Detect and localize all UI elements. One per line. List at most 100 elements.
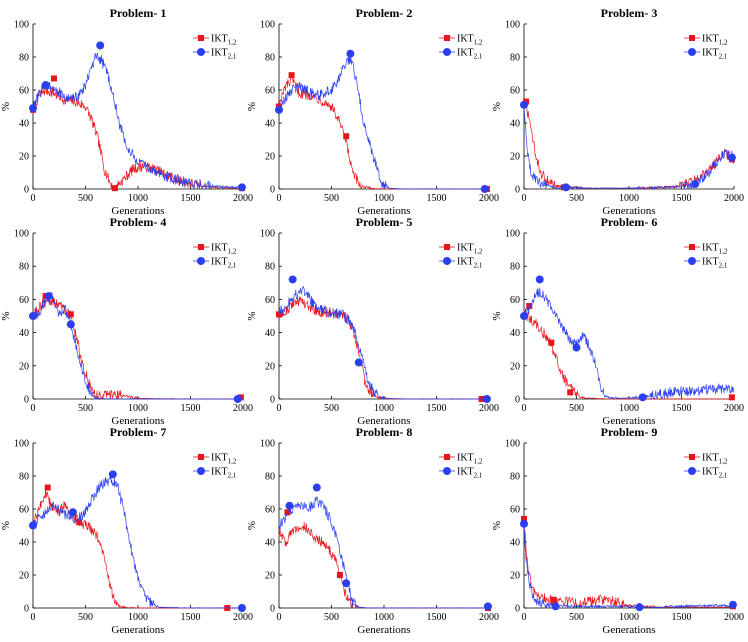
x-tick-label: 2000 — [233, 612, 253, 623]
x-tick-label: 2000 — [724, 403, 744, 414]
y-tick-label: 100 — [14, 20, 29, 31]
marker-circle — [691, 180, 700, 189]
y-tick-label: 0 — [270, 185, 275, 196]
legend-marker-square — [689, 454, 695, 460]
subplot-2: Problem- 2 0 500 1000 1500 2000 0 20 40 60 80 100 Ge… — [246, 6, 499, 217]
x-tick-label: 1000 — [128, 612, 148, 623]
marker-square — [67, 311, 74, 318]
x-axis-label: Generations — [602, 415, 655, 427]
y-tick-label: 60 — [265, 295, 275, 306]
marker-circle — [312, 483, 321, 492]
x-tick-label: 1000 — [619, 403, 639, 414]
series-line-2-1 — [278, 286, 489, 400]
marker-circle — [346, 49, 355, 58]
subplot-6: Problem- 6 0 500 1000 1500 2000 0 20 40 60 80 100 Ge… — [491, 215, 744, 427]
y-tick-label: 60 — [19, 505, 29, 516]
y-tick-label: 80 — [19, 262, 29, 273]
series-line-1-2 — [278, 521, 490, 609]
y-axis-label: % — [491, 311, 503, 320]
x-tick-label: 0 — [277, 193, 282, 204]
x-tick-label: 0 — [522, 612, 527, 623]
legend-marker-square — [198, 35, 204, 41]
marker-circle — [237, 604, 246, 612]
legend-marker-square — [444, 454, 450, 460]
x-tick-label: 2000 — [479, 612, 499, 623]
y-tick-label: 60 — [510, 295, 520, 306]
x-tick-label: 500 — [78, 612, 93, 623]
x-tick-label: 1000 — [619, 193, 639, 204]
y-tick-label: 100 — [505, 20, 520, 31]
series-line-1-2 — [32, 487, 243, 609]
x-tick-label: 0 — [31, 193, 36, 204]
marker-circle — [342, 579, 351, 588]
legend-marker-square — [198, 244, 204, 250]
marker-square — [567, 389, 574, 396]
legend-marker-square — [444, 244, 450, 250]
subplot-9: Problem- 9 0 500 1000 1500 2000 0 20 40 60 80 100 Ge… — [491, 425, 744, 636]
legend-label: IKT1,2 — [702, 34, 728, 47]
subplot-8: Problem- 8 0 500 1000 1500 2000 0 20 40 60 80 100 Ge… — [246, 425, 499, 636]
x-axis-label: Generations — [357, 205, 410, 217]
marker-square — [276, 311, 282, 318]
marker-circle — [572, 343, 581, 352]
subplot-4: Problem- 4 0 500 1000 1500 2000 0 20 40 60 80 100 Ge… — [0, 215, 253, 427]
y-tick-label: 80 — [265, 472, 275, 483]
series-line-2-1 — [32, 52, 244, 190]
x-tick-label: 0 — [277, 612, 282, 623]
y-axis-label: % — [0, 521, 12, 530]
y-tick-label: 20 — [510, 152, 520, 163]
legend-marker-circle — [688, 48, 696, 56]
y-tick-label: 40 — [19, 538, 29, 549]
subplot-1: Problem- 1 0 500 1000 1500 2000 0 20 40 60 80 100 Ge… — [0, 6, 253, 217]
y-tick-label: 60 — [510, 86, 520, 97]
y-axis-label: % — [0, 102, 12, 111]
legend-marker-circle — [197, 257, 205, 265]
x-tick-label: 1000 — [128, 403, 148, 414]
legend-label: IKT2,1 — [457, 257, 483, 270]
y-tick-label: 100 — [505, 229, 520, 240]
y-tick-label: 80 — [510, 262, 520, 273]
y-tick-label: 0 — [515, 604, 520, 615]
legend-marker-circle — [688, 257, 696, 265]
x-axis-label: Generations — [357, 624, 410, 636]
marker-circle — [520, 519, 528, 528]
x-tick-label: 0 — [522, 403, 527, 414]
y-tick-label: 40 — [265, 328, 275, 339]
x-axis-label: Generations — [111, 415, 164, 427]
marker-circle — [233, 395, 242, 403]
y-tick-label: 100 — [505, 439, 520, 450]
y-tick-label: 40 — [19, 119, 29, 130]
legend-label: IKT2,1 — [702, 467, 728, 480]
x-tick-label: 500 — [324, 612, 339, 623]
legend-label: IKT1,2 — [702, 243, 728, 256]
legend-label: IKT1,2 — [457, 453, 483, 466]
series-line-2-1 — [523, 287, 735, 400]
marker-circle — [108, 470, 117, 479]
marker-square — [76, 519, 83, 526]
marker-circle — [66, 320, 75, 329]
legend-marker-square — [689, 35, 695, 41]
marker-circle — [535, 275, 544, 284]
marker-circle — [96, 41, 105, 50]
subplot-3: Problem- 3 0 500 1000 1500 2000 0 20 40 60 80 100 Ge… — [491, 6, 744, 217]
subplot-title: Problem- 2 — [356, 6, 413, 20]
y-tick-label: 20 — [510, 361, 520, 372]
subplot-5: Problem- 5 0 500 1000 1500 2000 0 20 40 60 80 100 Ge… — [246, 215, 499, 427]
marker-circle — [480, 185, 489, 193]
y-tick-label: 100 — [260, 20, 275, 31]
y-tick-label: 80 — [19, 53, 29, 64]
y-tick-label: 20 — [19, 571, 29, 582]
y-tick-label: 0 — [270, 395, 275, 406]
marker-circle — [285, 501, 294, 510]
y-tick-label: 40 — [265, 538, 275, 549]
marker-circle — [638, 393, 647, 402]
x-tick-label: 500 — [324, 403, 339, 414]
subplot-title: Problem- 4 — [110, 215, 167, 229]
marker-circle — [551, 602, 560, 611]
subplot-title: Problem- 5 — [356, 215, 413, 229]
legend-label: IKT1,2 — [211, 34, 237, 47]
y-tick-label: 40 — [510, 119, 520, 130]
legend-marker-circle — [197, 467, 205, 475]
